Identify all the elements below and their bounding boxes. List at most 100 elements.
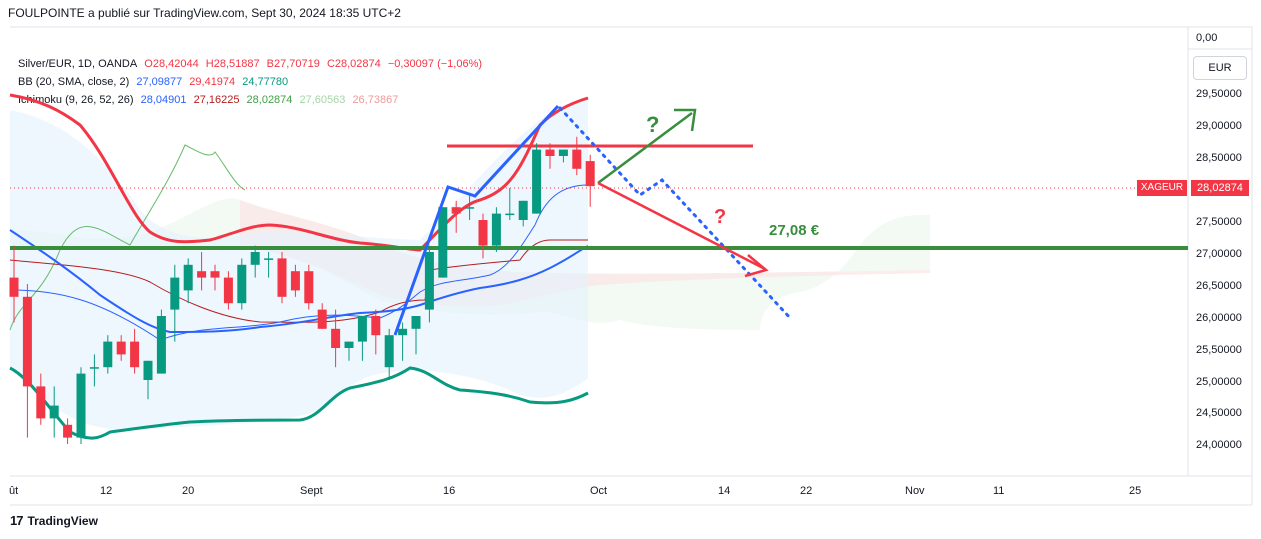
time-label: 22 bbox=[800, 485, 812, 497]
candle-body[interactable] bbox=[36, 386, 46, 419]
legend-low: B27,70719 bbox=[266, 58, 320, 70]
time-label: Sept bbox=[300, 485, 323, 497]
bollinger-fill bbox=[10, 98, 588, 430]
candle-body[interactable] bbox=[76, 373, 86, 438]
red-arrow-head bbox=[744, 254, 769, 278]
currency-selector[interactable]: EUR bbox=[1193, 56, 1247, 80]
price-label: 26,50000 bbox=[1196, 280, 1242, 292]
time-label: 12 bbox=[100, 485, 112, 497]
time-label: 11 bbox=[993, 485, 1004, 497]
last-price-tag: 28,02874 bbox=[1191, 180, 1249, 196]
price-label: 29,50000 bbox=[1196, 88, 1242, 100]
green-projection-line[interactable] bbox=[597, 111, 693, 185]
candle-body[interactable] bbox=[103, 341, 113, 368]
time-label: 20 bbox=[182, 485, 194, 497]
legend-ichimoku-v2: 27,16225 bbox=[193, 94, 240, 106]
candle-body[interactable] bbox=[585, 161, 595, 187]
candle-body[interactable] bbox=[558, 149, 568, 156]
candle-body[interactable] bbox=[465, 207, 475, 209]
legend-ichimoku: Ichimoku (9, 26, 52, 26) 28,04901 27,162… bbox=[18, 94, 402, 106]
tradingview-brand[interactable]: 17 TradingView bbox=[10, 513, 98, 528]
price-label: 25,50000 bbox=[1196, 344, 1242, 356]
candle-body[interactable] bbox=[89, 367, 99, 369]
candle-body[interactable] bbox=[451, 207, 461, 214]
candle-body[interactable] bbox=[250, 252, 260, 265]
bollinger-upper bbox=[9, 93, 589, 252]
legend-ichimoku-v4: 27,60563 bbox=[299, 94, 346, 106]
price-label: 27,50000 bbox=[1196, 216, 1242, 228]
candle-body[interactable] bbox=[223, 277, 233, 304]
candle-body[interactable] bbox=[505, 213, 515, 216]
candles-group bbox=[9, 136, 595, 444]
legend-bb-name: BB (20, SMA, close, 2) bbox=[18, 76, 130, 88]
candle-body[interactable] bbox=[290, 271, 300, 291]
legend-bb: BB (20, SMA, close, 2) 27,09877 29,41974… bbox=[18, 76, 292, 88]
time-label: Oct bbox=[590, 485, 607, 497]
candle-body[interactable] bbox=[237, 264, 247, 304]
legend-ichimoku-v5: 26,73867 bbox=[352, 94, 399, 106]
candle-body[interactable] bbox=[545, 149, 555, 156]
candle-body[interactable] bbox=[49, 405, 59, 419]
price-label: 29,00000 bbox=[1196, 120, 1242, 132]
candle-body[interactable] bbox=[518, 200, 528, 220]
legend-change: −0,30097 (−1,06%) bbox=[387, 58, 483, 70]
candle-body[interactable] bbox=[411, 316, 421, 329]
candle-body[interactable] bbox=[317, 309, 327, 329]
candle-body[interactable] bbox=[398, 328, 408, 336]
price-label: 27,00000 bbox=[1196, 248, 1242, 260]
candle-body[interactable] bbox=[197, 271, 207, 278]
candle-body[interactable] bbox=[438, 207, 448, 278]
price-label: 28,50000 bbox=[1196, 152, 1242, 164]
price-label: 24,50000 bbox=[1196, 407, 1242, 419]
candle-body[interactable] bbox=[170, 277, 180, 310]
support-price-annotation: 27,08 € bbox=[769, 222, 820, 239]
ichimoku-lagging-span bbox=[9, 144, 246, 331]
time-label: ût bbox=[9, 485, 18, 497]
tradingview-logo-icon: 17 bbox=[10, 513, 24, 528]
candle-body[interactable] bbox=[304, 271, 314, 304]
candle-body[interactable] bbox=[344, 341, 354, 348]
candle-body[interactable] bbox=[63, 424, 73, 438]
candle-body[interactable] bbox=[116, 341, 126, 355]
time-label: 14 bbox=[718, 485, 730, 497]
legend-ichimoku-v3: 28,02874 bbox=[246, 94, 293, 106]
candle-body[interactable] bbox=[572, 149, 582, 169]
candle-body[interactable] bbox=[156, 316, 166, 374]
candle-body[interactable] bbox=[478, 220, 488, 246]
candle-body[interactable] bbox=[371, 316, 381, 336]
candle-body[interactable] bbox=[331, 328, 341, 348]
header-title: FOULPOINTE a publié sur TradingView.com,… bbox=[8, 6, 401, 20]
time-label: 25 bbox=[1129, 485, 1141, 497]
candle-body[interactable] bbox=[532, 149, 542, 214]
price-axis-labels: 0,00 29,50000 29,00000 28,50000 27,50000… bbox=[1196, 32, 1242, 451]
candle-body[interactable] bbox=[384, 335, 394, 368]
price-label: 0,00 bbox=[1196, 32, 1217, 44]
candle-body[interactable] bbox=[22, 296, 32, 387]
candle-body[interactable] bbox=[491, 213, 501, 246]
candle-body[interactable] bbox=[143, 360, 153, 380]
candle-body[interactable] bbox=[424, 252, 434, 310]
candle-body[interactable] bbox=[183, 264, 193, 291]
legend-ichimoku-v1: 28,04901 bbox=[140, 94, 187, 106]
legend-bb-basis: 27,09877 bbox=[136, 76, 183, 88]
trend-line-up[interactable] bbox=[393, 104, 560, 336]
red-projection-line[interactable] bbox=[597, 181, 766, 271]
green-question-mark: ? bbox=[646, 112, 660, 137]
symbol-price-tag: XAGEUR bbox=[1137, 180, 1187, 196]
candle-body[interactable] bbox=[130, 341, 140, 368]
candle-body[interactable] bbox=[264, 258, 274, 260]
legend-close: C28,02874 bbox=[326, 58, 381, 70]
legend-bb-lower: 24,77780 bbox=[242, 76, 289, 88]
candle-body[interactable] bbox=[357, 316, 367, 342]
green-arrow-head bbox=[674, 108, 697, 132]
tradingview-brand-label: TradingView bbox=[27, 513, 98, 528]
candle-body[interactable] bbox=[210, 271, 220, 278]
legend-high: H28,51887 bbox=[205, 58, 260, 70]
bollinger-lower bbox=[9, 366, 589, 440]
candle-body[interactable] bbox=[277, 258, 287, 297]
legend-symbol: Silver/EUR, 1D, OANDA O28,42044 H28,5188… bbox=[18, 58, 486, 70]
price-label: 26,00000 bbox=[1196, 312, 1242, 324]
price-label: 25,00000 bbox=[1196, 376, 1242, 388]
candle-body[interactable] bbox=[9, 277, 19, 297]
